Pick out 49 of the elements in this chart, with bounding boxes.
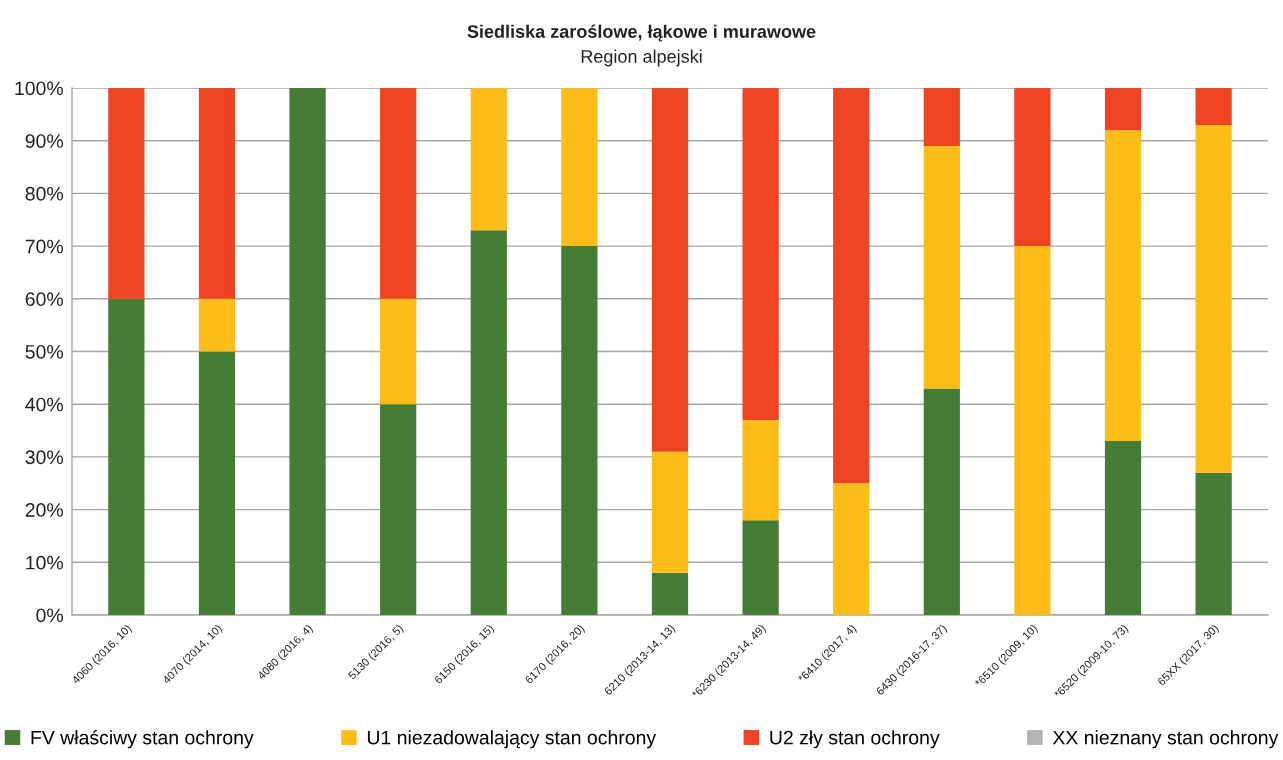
bar	[651, 88, 689, 452]
bar	[833, 483, 870, 615]
bar	[1104, 441, 1142, 615]
bar	[108, 88, 145, 299]
bar	[742, 520, 779, 615]
y-tick-label: 50%	[25, 344, 63, 359]
bar	[380, 298, 417, 405]
bar	[108, 298, 145, 615]
bar	[1195, 472, 1232, 615]
legend-label: FV właściwy stan ochrony	[31, 729, 254, 749]
bar	[1014, 246, 1051, 615]
bar	[651, 451, 689, 573]
y-tick-label: 40%	[25, 397, 63, 412]
y-tick-label: 10%	[26, 555, 63, 570]
y-tick-label: 90%	[25, 134, 63, 148]
bar	[742, 88, 779, 421]
bar	[289, 88, 326, 615]
bar	[1104, 88, 1142, 131]
bar	[1195, 88, 1232, 125]
bar	[198, 351, 236, 615]
bar	[380, 404, 417, 615]
bar	[923, 388, 960, 615]
y-tick-label: 100%	[15, 81, 63, 96]
chart-title: Siedliska zaroślowe, łąkowe i murawowe	[467, 24, 816, 42]
y-tick-label: 80%	[25, 186, 63, 201]
bar	[833, 88, 870, 484]
legend-label: XX nieznany stan ochrony	[1052, 730, 1279, 749]
y-tick-label: 0%	[36, 608, 63, 623]
chart-subtitle: Region alpejski	[581, 49, 702, 67]
bar	[923, 88, 960, 146]
y-tick-label: 70%	[25, 239, 63, 254]
bar	[1014, 88, 1051, 247]
bar	[1104, 130, 1142, 442]
bar	[198, 298, 236, 352]
bar	[1195, 124, 1232, 473]
bar	[198, 88, 236, 299]
bar	[742, 420, 779, 521]
bar	[923, 145, 960, 389]
bar	[651, 572, 689, 615]
bar	[470, 230, 507, 615]
bar	[561, 246, 598, 615]
bar	[380, 88, 417, 299]
bar	[470, 88, 507, 231]
y-tick-label: 60%	[25, 292, 63, 307]
bar	[561, 88, 598, 247]
legend-label: U2 zły stan ochrony	[770, 730, 940, 749]
legend-label: U1 niezadowalający stan ochrony	[367, 730, 657, 749]
y-tick-label: 30%	[25, 450, 63, 465]
y-tick-label: 20%	[25, 503, 63, 517]
